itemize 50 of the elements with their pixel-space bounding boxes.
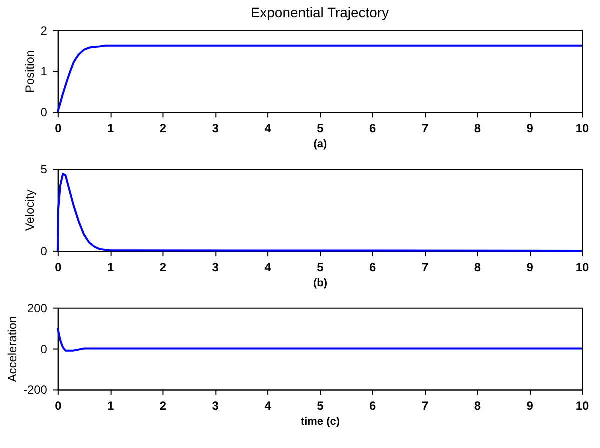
x-axis-title: (b) [313, 277, 328, 290]
x-tick-label: 10 [576, 399, 590, 414]
x-tick-label: 1 [107, 122, 114, 136]
x-tick-label: 0 [55, 122, 62, 136]
line-series [56, 172, 584, 252]
x-tick-label: 8 [474, 399, 482, 414]
x-tick-label: 5 [317, 260, 324, 274]
y-tick-label: 0 [40, 244, 48, 258]
x-tick-label: 4 [264, 122, 272, 136]
x-tick-label: 4 [264, 260, 272, 274]
x-tick-label: 4 [264, 399, 272, 414]
y-axis-title: Velocity [22, 190, 37, 232]
x-tick-label: 7 [422, 122, 429, 136]
x-tick-label: 1 [107, 399, 114, 414]
x-tick-label: 0 [55, 399, 62, 414]
x-tick-label: 0 [55, 260, 62, 274]
x-tick-label: 7 [422, 260, 429, 274]
y-tick-label: 2 [40, 24, 48, 38]
x-tick-label: 3 [212, 399, 220, 414]
x-tick-label: 6 [370, 260, 377, 274]
x-tick-label: 5 [317, 399, 324, 414]
y-axis-title: Acceleration [5, 316, 20, 382]
x-tick-label: 10 [576, 260, 590, 274]
x-tick-label: 6 [370, 399, 377, 414]
x-tick-label: 5 [317, 122, 324, 136]
x-tick-label: 1 [107, 260, 114, 274]
x-tick-label: 2 [160, 399, 167, 414]
y-tick-label: 200 [27, 301, 48, 316]
x-tick-label: 7 [422, 399, 429, 414]
x-tick-label: 2 [160, 260, 167, 274]
x-tick-label: 10 [576, 122, 590, 136]
x-tick-label: 2 [160, 122, 167, 136]
y-tick-label: 0 [40, 106, 48, 120]
line-series [56, 327, 584, 352]
x-tick-label: 9 [526, 122, 534, 136]
y-tick-label: -200 [23, 383, 48, 398]
x-tick-label: 3 [212, 260, 220, 274]
x-axis-title: (a) [314, 138, 328, 151]
y-axis-title: Position [22, 50, 37, 94]
y-tick-label: 5 [40, 162, 48, 177]
x-tick-label: 9 [526, 399, 534, 414]
x-tick-label: 8 [474, 122, 482, 136]
x-tick-label: 9 [526, 260, 534, 274]
y-tick-label: 0 [40, 342, 48, 356]
x-tick-label: 8 [474, 260, 482, 274]
chart-title: Exponential Trajectory [250, 4, 390, 20]
x-tick-label: 6 [370, 122, 377, 136]
x-axis-title: time (c) [300, 416, 340, 428]
y-tick-label: 1 [40, 64, 48, 79]
x-tick-label: 3 [212, 122, 220, 136]
